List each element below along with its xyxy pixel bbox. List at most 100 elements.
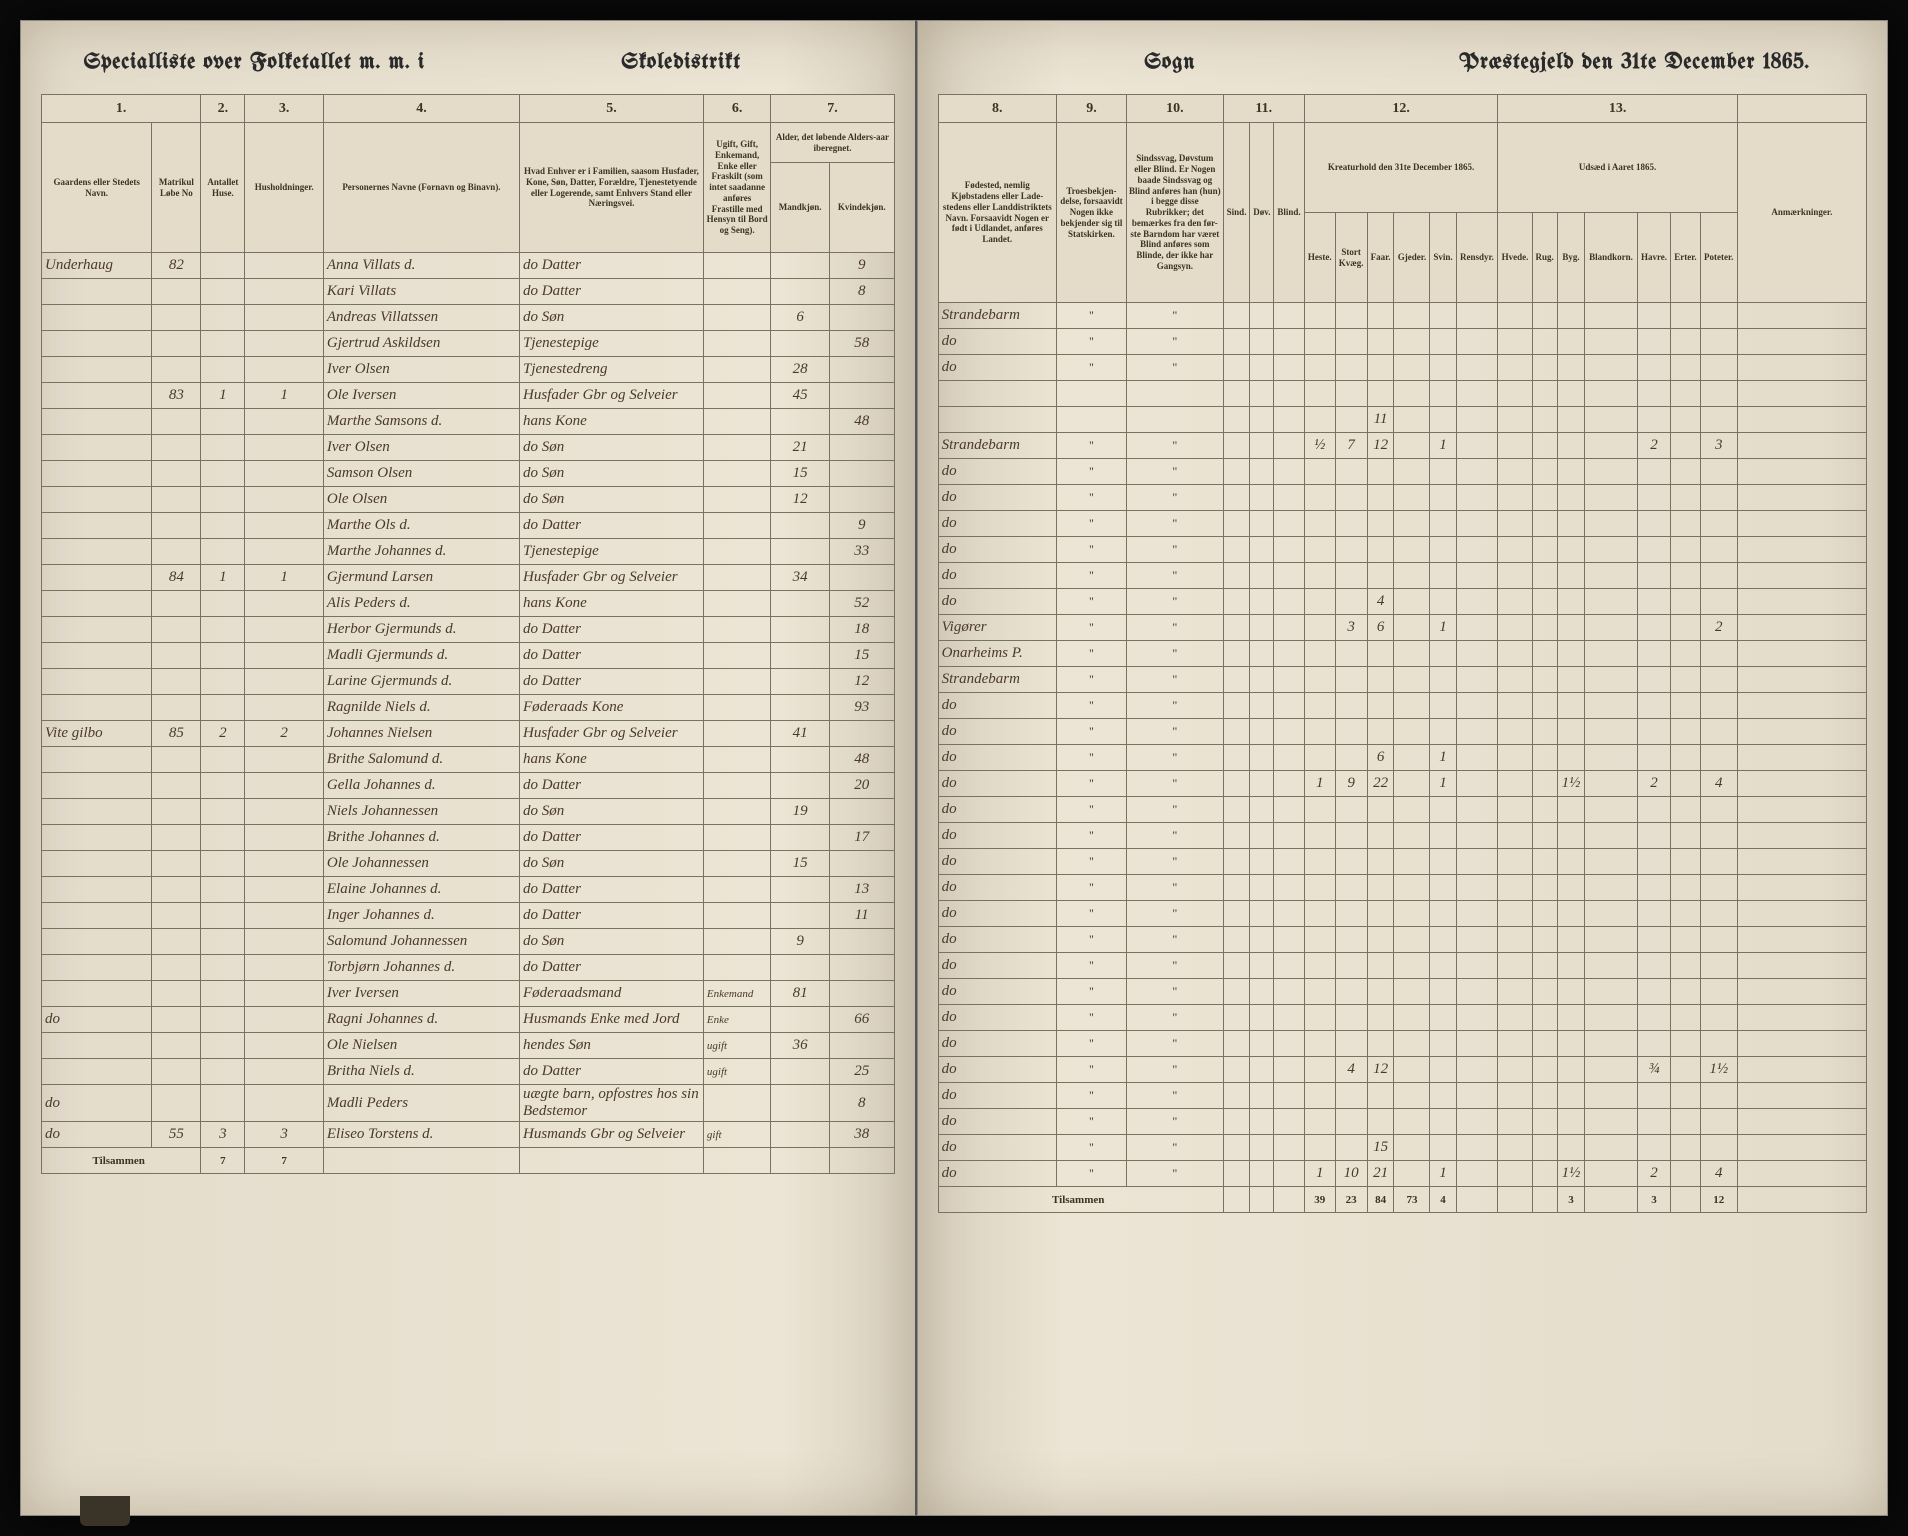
cell-horses: [1304, 927, 1335, 953]
cell-peas: [1671, 381, 1701, 407]
cell-name: Ole Johannessen: [323, 851, 519, 877]
cell-sind: [1223, 979, 1250, 1005]
cell-cattle: [1335, 823, 1367, 849]
cell-goats: [1394, 641, 1430, 667]
cell-blind: [1274, 1109, 1304, 1135]
cell-religion: ": [1056, 1161, 1126, 1187]
cell-remarks: [1737, 719, 1866, 745]
cell-sind: [1223, 927, 1250, 953]
table-row: do"": [938, 797, 1866, 823]
cell-age-f: [829, 357, 894, 383]
cell-cattle: 10: [1335, 1161, 1367, 1187]
cell-blind: [1274, 875, 1304, 901]
cell-cattle: [1335, 875, 1367, 901]
cell-horses: [1304, 459, 1335, 485]
cell-occupation: do Søn: [520, 487, 704, 513]
cell-marital: [703, 383, 770, 409]
cell-age-m: [771, 409, 830, 435]
cell-age-f: [829, 305, 894, 331]
cell-blind: [1274, 771, 1304, 797]
cell-reindeer: [1456, 901, 1498, 927]
cell-rye: [1532, 615, 1557, 641]
table-row: 8311Ole IversenHusfader Gbr og Selveier4…: [42, 383, 895, 409]
cell-remarks: [1737, 511, 1866, 537]
table-row: do"": [938, 927, 1866, 953]
cell-houses: [201, 409, 245, 435]
cell-age-m: [771, 825, 830, 851]
cell-goats: [1394, 355, 1430, 381]
cell-sind: [1223, 563, 1250, 589]
cell-sind: [1223, 485, 1250, 511]
ch-7a: Alder, det løbende Alders-aar iberegnet.: [771, 123, 894, 163]
cell-sind: [1223, 1031, 1250, 1057]
cell-goats: [1394, 329, 1430, 355]
cell-sheep: 15: [1367, 1135, 1394, 1161]
cell-name: Johannes Nielsen: [323, 721, 519, 747]
cell-marital: Enkemand: [703, 981, 770, 1007]
cell-religion: ": [1056, 589, 1126, 615]
cell-cattle: [1335, 329, 1367, 355]
cell-barley: [1557, 407, 1585, 433]
table-row: do"": [938, 823, 1866, 849]
cell-mno: [152, 461, 201, 487]
rch-13f: Erter.: [1671, 213, 1701, 303]
rt-g: 73: [1394, 1187, 1430, 1213]
table-row: do"": [938, 355, 1866, 381]
cell-marital: [703, 695, 770, 721]
cell-insane: ": [1126, 355, 1223, 381]
cell-pigs: 1: [1430, 771, 1456, 797]
cell-remarks: [1737, 875, 1866, 901]
cell-households: [245, 643, 323, 669]
cell-sheep: [1367, 329, 1394, 355]
cell-goats: [1394, 563, 1430, 589]
cell-birthplace: do: [938, 1005, 1056, 1031]
cell-cattle: [1335, 563, 1367, 589]
cell-potatoes: [1700, 953, 1737, 979]
cell-cattle: [1335, 1109, 1367, 1135]
cell-religion: ": [1056, 1083, 1126, 1109]
cell-rye: [1532, 381, 1557, 407]
cell-name: Gjermund Larsen: [323, 565, 519, 591]
cell-age-m: [771, 331, 830, 357]
cell-insane: ": [1126, 1083, 1223, 1109]
cell-wheat: [1498, 1031, 1532, 1057]
cell-deaf: [1250, 303, 1274, 329]
cell-insane: ": [1126, 797, 1223, 823]
cell-sheep: [1367, 979, 1394, 1005]
rch-11c: Blind.: [1274, 123, 1304, 303]
cell-occupation: do Datter: [520, 643, 704, 669]
cell-wheat: [1498, 953, 1532, 979]
cell-mno: [152, 877, 201, 903]
cell-birthplace: do: [938, 1083, 1056, 1109]
cell-insane: ": [1126, 485, 1223, 511]
cell-deaf: [1250, 433, 1274, 459]
cell-name: Eliseo Torstens d.: [323, 1122, 519, 1148]
table-row: Underhaug82Anna Villats d.do Datter9: [42, 253, 895, 279]
cell-remarks: [1737, 927, 1866, 953]
cell-remarks: [1737, 797, 1866, 823]
cell-households: [245, 1007, 323, 1033]
cell-insane: ": [1126, 979, 1223, 1005]
cell-wheat: [1498, 641, 1532, 667]
cell-occupation: Husfader Gbr og Selveier: [520, 383, 704, 409]
cell-sind: [1223, 1005, 1250, 1031]
cell-rye: [1532, 953, 1557, 979]
cell-houses: [201, 1085, 245, 1122]
cell-peas: [1671, 901, 1701, 927]
cell-farm: Underhaug: [42, 253, 152, 279]
cell-potatoes: [1700, 667, 1737, 693]
cell-houses: [201, 305, 245, 331]
cell-mno: [152, 331, 201, 357]
cell-peas: [1671, 1005, 1701, 1031]
cell-wheat: [1498, 1057, 1532, 1083]
cell-potatoes: [1700, 797, 1737, 823]
cell-marital: [703, 617, 770, 643]
cell-potatoes: [1700, 927, 1737, 953]
cell-houses: [201, 331, 245, 357]
cell-marital: [703, 461, 770, 487]
cell-wheat: [1498, 771, 1532, 797]
cell-cattle: [1335, 797, 1367, 823]
table-row: [938, 381, 1866, 407]
cell-remarks: [1737, 1135, 1866, 1161]
table-row: Vite gilbo8522Johannes NielsenHusfader G…: [42, 721, 895, 747]
